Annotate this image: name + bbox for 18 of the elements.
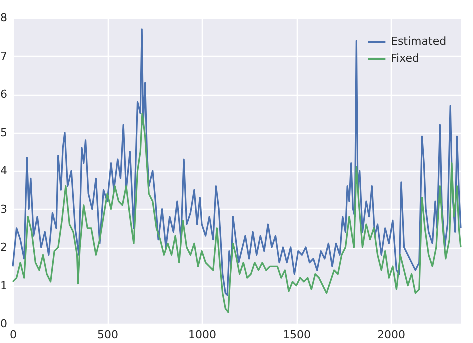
x-tick-label: 2000 [378, 328, 406, 342]
y-tick-label: 1 [0, 279, 8, 292]
legend-label: Fixed [391, 52, 420, 65]
y-tick-label: 5 [0, 126, 8, 140]
y-tick-label: 3 [0, 202, 8, 216]
x-tick-label: 0 [10, 328, 17, 342]
legend-label: Estimated [391, 35, 447, 48]
x-tick-label: 1500 [283, 328, 312, 342]
y-tick-label: 2 [0, 241, 8, 254]
y-tick-label: 0 [0, 318, 8, 330]
y-tick-label: 7 [0, 50, 8, 63]
x-tick-label: 500 [98, 328, 119, 342]
x-tick-label: 1000 [188, 328, 217, 342]
y-tick-label: 8 [0, 12, 8, 24]
y-tick-label: 4 [0, 164, 8, 178]
line-series [12, 28, 462, 296]
line-series [12, 112, 462, 314]
y-tick-label: 6 [0, 88, 8, 101]
